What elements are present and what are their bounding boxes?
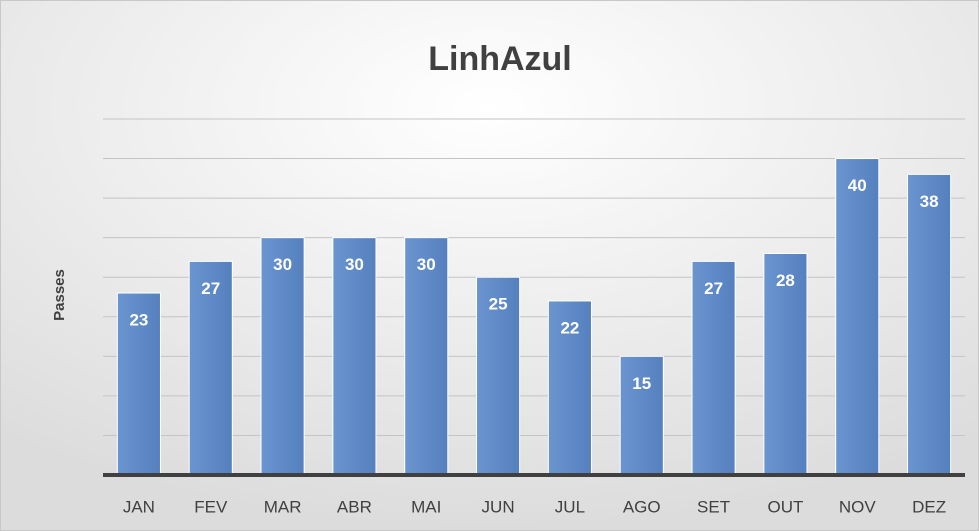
x-tick-label: JUL [555,497,585,516]
data-label: 27 [201,279,220,298]
x-tick-label: SET [697,497,730,516]
data-label: 23 [129,311,148,330]
chart-title: LinhAzul [428,40,572,78]
data-label: 40 [848,176,867,195]
y-axis-label: Passes [51,269,68,321]
bar [547,300,592,476]
x-tick-label: NOV [839,497,877,516]
x-tick-label: FEV [194,497,228,516]
bar [332,237,377,476]
data-label: 28 [776,271,795,290]
bar [907,173,952,476]
data-label: 38 [920,192,939,211]
data-label: 15 [632,374,651,393]
bar [116,292,161,476]
x-tick-label: AGO [623,497,661,516]
bar [260,237,305,476]
data-label: 30 [345,255,364,274]
bar [835,158,880,476]
bar [404,237,449,476]
x-tick-label: DEZ [912,497,946,516]
bar [476,276,521,476]
data-label: 22 [560,318,579,337]
bar [763,252,808,476]
data-label: 27 [704,279,723,298]
x-tick-label: OUT [767,497,803,516]
data-label: 30 [273,255,292,274]
x-tick-label: MAR [264,497,302,516]
x-tick-label: JUN [482,497,515,516]
bar [619,355,664,476]
bar [691,260,736,476]
x-tick-label: JAN [123,497,155,516]
x-tick-label: MAI [411,497,441,516]
data-label: 25 [489,295,508,314]
data-label: 30 [417,255,436,274]
x-tick-label: ABR [337,497,372,516]
